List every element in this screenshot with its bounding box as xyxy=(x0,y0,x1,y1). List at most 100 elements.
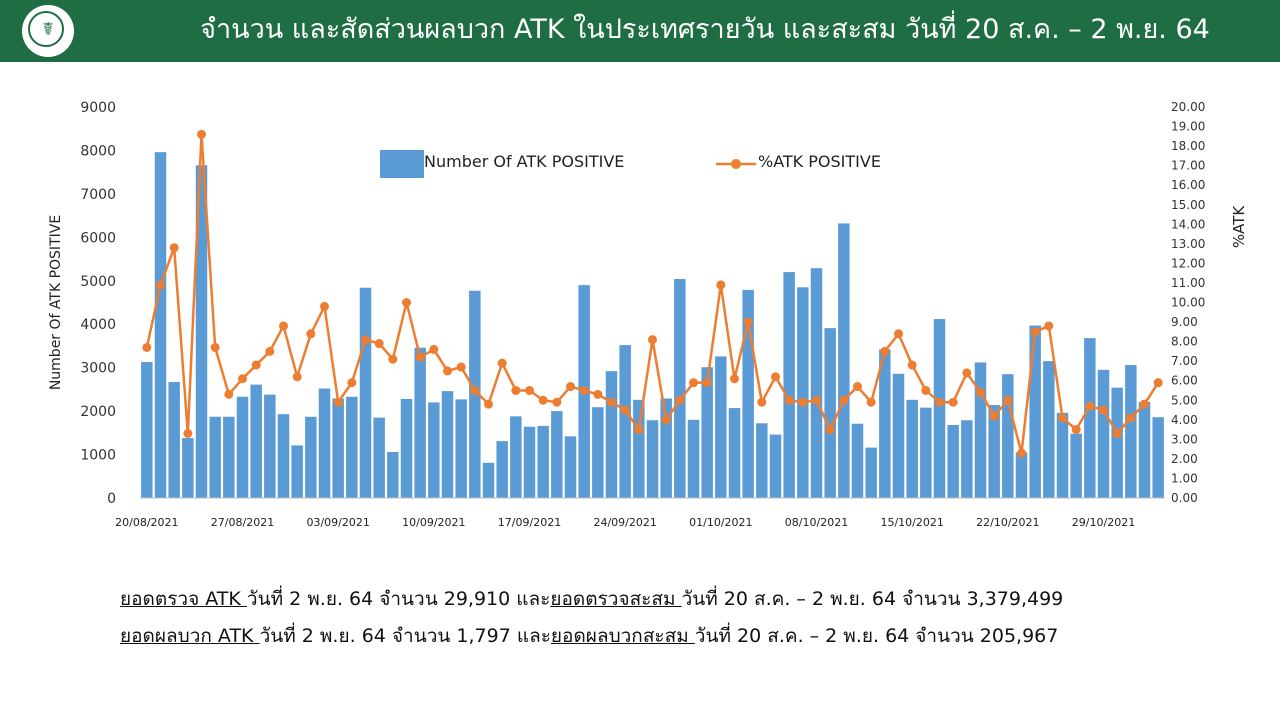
bar xyxy=(1015,452,1028,498)
bar xyxy=(728,408,741,498)
bar xyxy=(892,373,905,498)
bar xyxy=(1152,417,1164,498)
pct-point xyxy=(798,397,808,407)
bar xyxy=(1043,361,1055,498)
bar xyxy=(920,407,932,498)
pct-point xyxy=(525,385,534,395)
legend-line-label: %ATK POSITIVE xyxy=(758,152,881,171)
pct-point xyxy=(702,378,712,388)
summary-positives-cumulative-value: วันที่ 20 ส.ค. – 2 พ.ย. 64 จำนวน 205,967 xyxy=(694,625,1059,647)
seal-ring: ☤ xyxy=(28,11,64,47)
x-tick-label: 08/10/2021 xyxy=(785,516,848,529)
pct-point xyxy=(716,280,726,290)
pct-point xyxy=(921,385,931,395)
pct-point xyxy=(497,358,507,368)
pct-point xyxy=(620,405,630,415)
legend-bar-swatch xyxy=(380,150,424,178)
summary-tests: ยอดตรวจ ATK วันที่ 2 พ.ย. 64 จำนวน 29,91… xyxy=(120,584,1063,614)
bar xyxy=(414,347,426,498)
y2-tick-label: 9.00 xyxy=(1171,315,1198,329)
pct-point xyxy=(880,346,890,356)
bar xyxy=(646,420,659,498)
bar xyxy=(373,417,385,498)
pct-point xyxy=(333,397,343,407)
bar xyxy=(523,426,536,498)
pct-point xyxy=(443,366,452,376)
bar xyxy=(865,447,877,498)
header-bar: ☤ จำนวน และสัดส่วนผลบวก ATK ในประเทศรายว… xyxy=(0,0,1280,62)
bar xyxy=(387,451,399,498)
y2-tick-label: 3.00 xyxy=(1171,432,1198,446)
y2-tick-label: 20.00 xyxy=(1171,100,1205,114)
y2-tick-label: 16.00 xyxy=(1171,178,1205,192)
bar xyxy=(605,371,618,498)
bar xyxy=(250,384,262,498)
pct-point xyxy=(661,415,671,425)
bar xyxy=(496,441,508,498)
y2-tick-label: 11.00 xyxy=(1171,276,1205,290)
page-title: จำนวน และสัดส่วนผลบวก ATK ในประเทศรายวัน… xyxy=(200,14,1210,45)
pct-point xyxy=(484,399,493,409)
caduceus-icon: ☤ xyxy=(41,19,55,40)
pct-point xyxy=(429,344,439,354)
bar xyxy=(1097,369,1110,498)
y2-tick-label: 1.00 xyxy=(1171,471,1198,485)
bar xyxy=(756,423,768,498)
pct-point xyxy=(224,389,234,399)
pct-point xyxy=(1071,425,1081,435)
bar xyxy=(195,165,208,498)
pct-point xyxy=(306,329,316,339)
bar xyxy=(1138,401,1151,498)
pct-point xyxy=(361,335,370,345)
pct-point xyxy=(607,397,616,407)
y-axis-title: Number Of ATK POSITIVE xyxy=(48,215,64,390)
pct-point xyxy=(593,389,603,399)
bar xyxy=(1070,433,1082,498)
bar xyxy=(947,425,959,498)
y2-tick-label: 5.00 xyxy=(1171,393,1198,407)
pct-point xyxy=(347,378,357,388)
pct-point xyxy=(415,352,425,362)
bar xyxy=(742,289,754,498)
y-tick-label: 0 xyxy=(107,491,116,507)
bar xyxy=(687,419,700,498)
bar xyxy=(619,345,631,498)
bar xyxy=(1002,374,1014,498)
y-tick-label: 5000 xyxy=(80,274,116,290)
pct-point xyxy=(771,372,780,382)
y-tick-label: 9000 xyxy=(80,100,116,116)
y-tick-label: 1000 xyxy=(80,448,116,464)
bar xyxy=(223,416,235,498)
pct-point xyxy=(1126,413,1136,423)
pct-point xyxy=(812,395,821,405)
summary-tests-daily-value: วันที่ 2 พ.ย. 64 จำนวน 29,910 และ xyxy=(246,588,551,610)
pct-point xyxy=(238,374,247,384)
bar xyxy=(264,394,276,498)
summary-positives-daily-value: วันที่ 2 พ.ย. 64 จำนวน 1,797 และ xyxy=(259,625,551,647)
y2-tick-label: 19.00 xyxy=(1171,120,1205,134)
x-tick-label: 29/10/2021 xyxy=(1072,516,1135,529)
bar xyxy=(359,287,372,498)
x-tick-label: 01/10/2021 xyxy=(689,516,752,529)
bar xyxy=(332,398,344,498)
bar xyxy=(141,362,153,498)
bar xyxy=(633,399,645,498)
pct-point xyxy=(648,335,657,345)
bar xyxy=(1125,365,1137,498)
pct-point xyxy=(292,372,302,382)
y2-tick-label: 0.00 xyxy=(1171,491,1198,505)
summary-positives-cumulative-label: ยอดผลบวกสะสม xyxy=(550,625,695,647)
bar xyxy=(769,434,782,498)
pct-point xyxy=(976,387,985,397)
pct-point xyxy=(210,342,220,352)
y-tick-label: 6000 xyxy=(80,230,116,246)
legend-bar-label: Number Of ATK POSITIVE xyxy=(424,152,625,171)
summary-positives: ยอดผลบวก ATK วันที่ 2 พ.ย. 64 จำนวน 1,79… xyxy=(120,621,1058,651)
bar xyxy=(236,396,249,498)
bar xyxy=(154,152,167,498)
atk-chart: 0 1000 2000 3000 4000 5000 6000 7000 8000 9000 0.0… xyxy=(48,100,1248,529)
x-tick-label: 20/08/2021 xyxy=(115,516,178,529)
pct-point xyxy=(197,129,206,139)
pct-point xyxy=(853,382,862,392)
pct-point xyxy=(634,425,644,435)
